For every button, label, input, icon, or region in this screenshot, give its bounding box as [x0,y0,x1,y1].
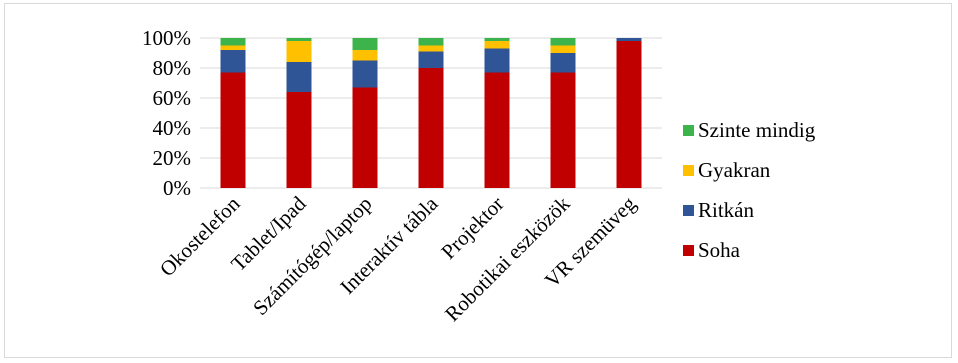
bar-segment-gyakran [550,45,576,53]
bar-segment-ritkán [550,53,576,73]
bar-segment-gyakran [352,50,378,61]
bar-segment-ritkán [418,51,444,68]
bar-segment-gyakran [220,45,246,50]
legend-label: Gyakran [698,158,771,182]
bar-segment-ritkán [220,50,246,73]
bar-segment-soha [220,72,246,188]
x-tick-label: Robotikai eszközök [440,191,575,326]
y-axis: 0% 20% 40% 60% 80% 100% [142,26,191,200]
y-tick-label: 80% [153,56,192,80]
legend-swatch [683,165,694,176]
bars [220,38,642,188]
legend-swatch [683,125,694,136]
bar-segment-soha [352,87,378,188]
bar-segment-szinte-mindig [286,38,312,41]
y-tick-label: 0% [163,176,191,200]
chart-frame [4,3,952,358]
x-tick-label: Számítógép/laptop [248,192,376,320]
y-tick-label: 60% [153,86,192,110]
bar-segment-gyakran [484,41,510,49]
bar-segment-gyakran [286,41,312,62]
x-tick-label: Okostelefon [155,191,245,281]
bar-segment-gyakran [418,45,444,52]
y-tick-label: 40% [153,116,192,140]
legend-swatch [683,245,694,256]
bar-segment-szinte-mindig [550,38,576,46]
bar-segment-szinte-mindig [220,38,246,46]
legend-label: Ritkán [698,198,754,222]
bar-segment-szinte-mindig [418,38,444,46]
legend-label: Szinte mindig [698,118,816,142]
bar-segment-ritkán [352,60,378,88]
y-tick-label: 20% [153,146,192,170]
legend-swatch [683,205,694,216]
x-axis: OkostelefonTablet/IpadSzámítógép/laptopI… [155,191,641,326]
bar-segment-soha [550,72,576,188]
y-tick-label: 100% [142,26,191,50]
bar-segment-soha [418,68,444,188]
legend: Szinte mindig Gyakran Ritkán Soha [683,118,816,262]
bar-segment-szinte-mindig [484,38,510,41]
bar-segment-soha [484,72,510,188]
bar-segment-soha [616,41,642,188]
bar-segment-ritkán [484,48,510,73]
bar-segment-ritkán [616,38,642,41]
legend-label: Soha [698,238,741,262]
bar-segment-soha [286,92,312,188]
bar-segment-szinte-mindig [352,38,378,50]
bar-segment-ritkán [286,62,312,92]
